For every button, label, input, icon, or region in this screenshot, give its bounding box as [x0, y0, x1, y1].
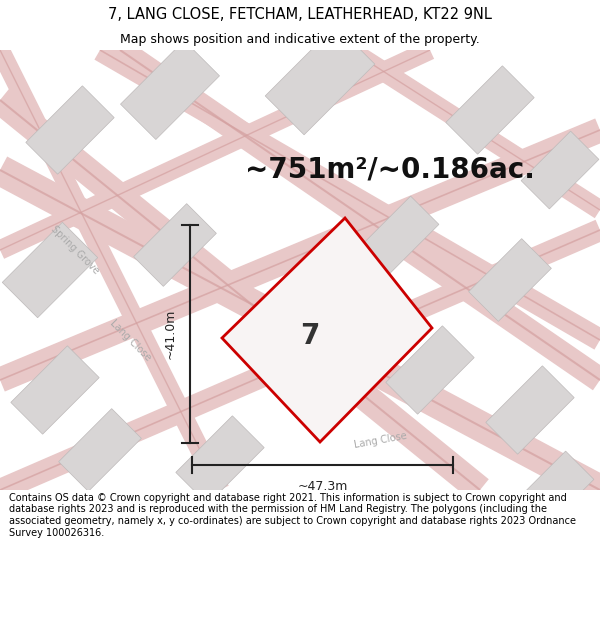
- Text: ~751m²/~0.186ac.: ~751m²/~0.186ac.: [245, 156, 535, 184]
- Polygon shape: [222, 218, 432, 442]
- Polygon shape: [265, 25, 375, 135]
- Text: Spring Grove: Spring Grove: [49, 224, 101, 276]
- Text: 7: 7: [300, 322, 319, 351]
- Text: Lang Close: Lang Close: [107, 318, 152, 362]
- Text: ~41.0m: ~41.0m: [163, 309, 176, 359]
- Polygon shape: [134, 204, 217, 286]
- Polygon shape: [59, 409, 142, 491]
- Polygon shape: [386, 326, 474, 414]
- Polygon shape: [516, 451, 594, 529]
- Polygon shape: [121, 41, 220, 139]
- Polygon shape: [26, 86, 114, 174]
- Text: 7, LANG CLOSE, FETCHAM, LEATHERHEAD, KT22 9NL: 7, LANG CLOSE, FETCHAM, LEATHERHEAD, KT2…: [108, 6, 492, 21]
- Text: ~47.3m: ~47.3m: [298, 481, 347, 494]
- Polygon shape: [361, 196, 439, 274]
- Text: Lang Close: Lang Close: [353, 431, 407, 449]
- Polygon shape: [446, 66, 534, 154]
- Polygon shape: [486, 366, 574, 454]
- Text: Map shows position and indicative extent of the property.: Map shows position and indicative extent…: [120, 34, 480, 46]
- Polygon shape: [176, 416, 264, 504]
- Polygon shape: [11, 346, 99, 434]
- Polygon shape: [469, 239, 551, 321]
- Text: Contains OS data © Crown copyright and database right 2021. This information is : Contains OS data © Crown copyright and d…: [9, 492, 576, 538]
- Polygon shape: [2, 222, 98, 318]
- Polygon shape: [521, 131, 599, 209]
